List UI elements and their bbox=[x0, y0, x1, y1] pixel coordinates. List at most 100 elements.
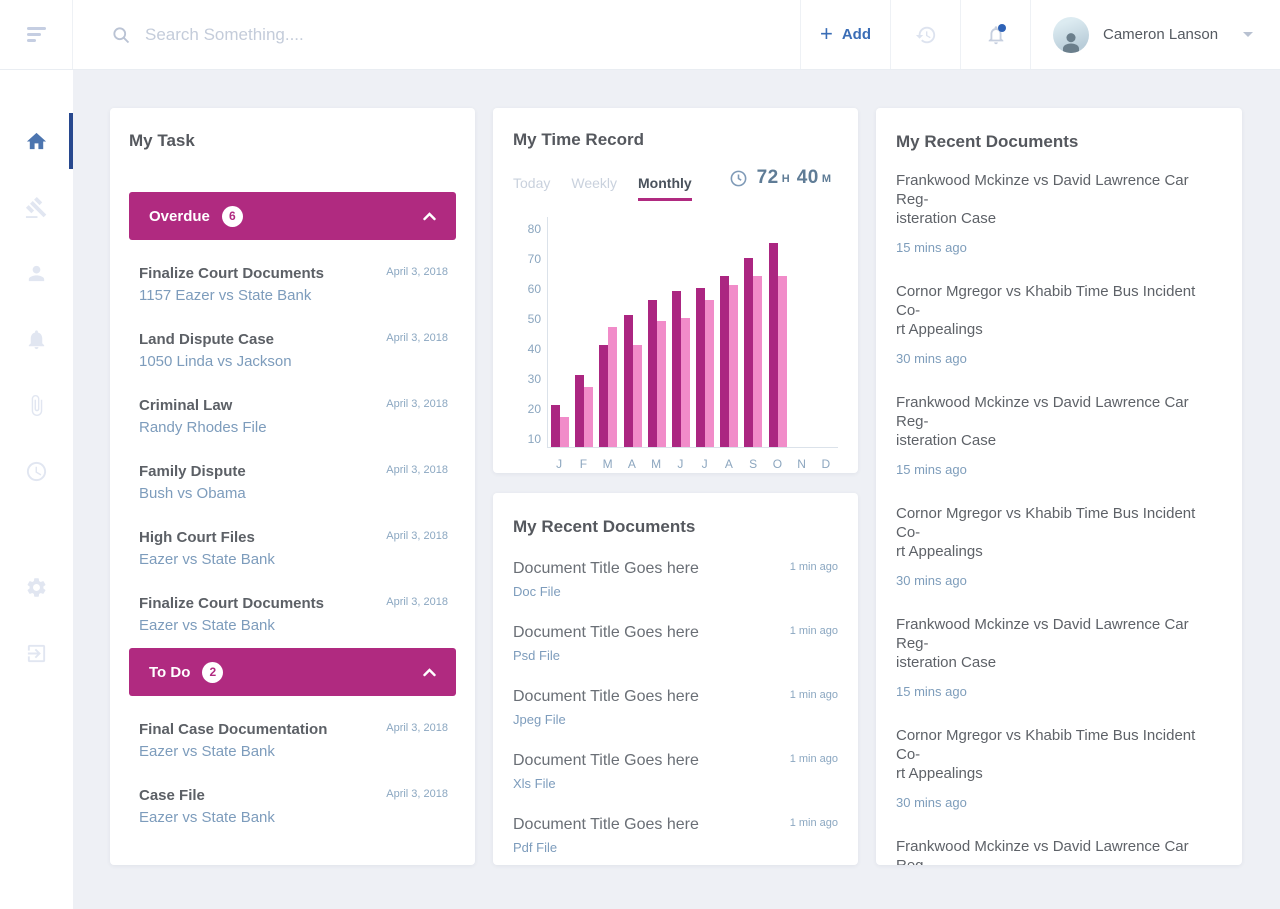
add-button[interactable]: + Add bbox=[800, 0, 890, 69]
y-tick-label: 20 bbox=[527, 401, 541, 416]
task-item[interactable]: Criminal Law April 3, 2018 Randy Rhodes Fi… bbox=[139, 382, 448, 448]
gear-icon bbox=[27, 577, 46, 597]
x-tick-label: M bbox=[602, 456, 613, 471]
task-title: Criminal Law bbox=[139, 397, 233, 414]
task-item[interactable]: Finalize Court Documents April 3, 2018 Eaz… bbox=[139, 580, 448, 646]
x-tick-label: F bbox=[579, 456, 588, 471]
case-item[interactable]: Cornor Mgregor vs Khabib Time Bus Incide… bbox=[896, 270, 1222, 381]
task-title: Finalize Court Documents bbox=[139, 265, 325, 282]
document-item[interactable]: Document Title Goes here 1 min ago Doc Fil… bbox=[513, 546, 838, 610]
gavel-icon bbox=[25, 196, 47, 218]
document-item[interactable]: Document Title Goes here 1 min ago Xls Fil… bbox=[513, 738, 838, 802]
task-item-head: Case File April 3, 2018 bbox=[139, 785, 448, 806]
main-content: My Task Overdue 6 Finalize Court Documents… bbox=[73, 70, 1280, 909]
task-item-head: Finalize Court Documents April 3, 2018 bbox=[139, 593, 448, 614]
home-icon bbox=[26, 132, 47, 149]
case-time: 30 mins ago bbox=[896, 351, 967, 366]
recent-cases-title: My Recent Documents bbox=[896, 132, 1079, 151]
plus-icon: + bbox=[819, 20, 833, 46]
hamburger-icon bbox=[26, 27, 46, 42]
document-list: Document Title Goes here 1 min ago Doc Fil… bbox=[513, 546, 838, 865]
case-item[interactable]: Frankwood Mckinze vs David Lawrence Car … bbox=[896, 159, 1222, 270]
x-tick-label: A bbox=[627, 456, 636, 471]
chart-bar-light_pink bbox=[777, 275, 787, 447]
case-time: 30 mins ago bbox=[896, 795, 967, 810]
sidebar-item-clock[interactable] bbox=[0, 443, 73, 499]
chart-bar-light_pink bbox=[753, 275, 763, 447]
task-title: Land Dispute Case bbox=[139, 331, 275, 348]
my-task-card: My Task Overdue 6 Finalize Court Documents… bbox=[110, 108, 475, 865]
profile-menu[interactable]: Cameron Lanson bbox=[1030, 0, 1280, 69]
chart-bar-dark_magenta bbox=[671, 290, 681, 447]
document-time: 1 min ago bbox=[789, 625, 838, 637]
case-item[interactable]: Cornor Mgregor vs Khabib Time Bus Incide… bbox=[896, 492, 1222, 603]
collapse-button[interactable] bbox=[423, 211, 436, 221]
chart-bar-light_pink bbox=[680, 317, 690, 447]
bell-icon bbox=[28, 329, 45, 349]
task-item[interactable]: Final Case Documentation April 3, 2018 Eaz… bbox=[139, 706, 448, 772]
case-item[interactable]: Frankwood Mckinze vs David Lawrence Car … bbox=[896, 381, 1222, 492]
document-item[interactable]: Document Title Goes here 1 min ago Jpeg Fi… bbox=[513, 674, 838, 738]
task-item[interactable]: High Court Files April 3, 2018 Eazer vs St… bbox=[139, 514, 448, 580]
task-item[interactable]: Case File April 3, 2018 Eazer vs State Ban… bbox=[139, 772, 448, 838]
section-header-overdue[interactable]: Overdue 6 bbox=[129, 192, 456, 240]
tab-today[interactable]: Today bbox=[513, 174, 551, 191]
x-tick-label: J bbox=[677, 456, 684, 471]
clock-icon bbox=[26, 461, 47, 481]
sidebar-item-user[interactable] bbox=[0, 245, 73, 301]
top-bar: + Add Cameron Lanson bbox=[0, 0, 1280, 70]
chart-month-group bbox=[596, 326, 620, 447]
document-item[interactable]: Document Title Goes here 1 min ago Psd Fil… bbox=[513, 610, 838, 674]
task-item[interactable]: Finalize Court Documents April 3, 2018 115… bbox=[139, 250, 448, 316]
sidebar-item-gavel[interactable] bbox=[0, 179, 73, 235]
task-case: 1050 Linda vs Jackson bbox=[139, 353, 292, 370]
case-title: Frankwood Mckinze vs David Lawrence Car … bbox=[896, 838, 1189, 865]
sidebar-item-logout[interactable] bbox=[0, 625, 73, 681]
y-tick-label: 10 bbox=[527, 431, 541, 446]
y-tick-label: 80 bbox=[527, 221, 541, 236]
case-item[interactable]: Frankwood Mckinze vs David Lawrence Car … bbox=[896, 603, 1222, 714]
chart-month-group bbox=[766, 242, 790, 447]
chevron-down-icon bbox=[1243, 31, 1253, 37]
history-button[interactable] bbox=[890, 0, 960, 69]
x-tick-label: M bbox=[651, 456, 662, 471]
search-input[interactable] bbox=[145, 24, 565, 45]
x-tick-label: N bbox=[797, 456, 806, 471]
section-header-to-do[interactable]: To Do 2 bbox=[129, 648, 456, 696]
minutes-value: 40 bbox=[796, 167, 819, 188]
task-date: April 3, 2018 bbox=[386, 788, 448, 800]
sidebar-item-gear[interactable] bbox=[0, 559, 73, 615]
time-total: 72 H 40 M bbox=[729, 167, 838, 189]
sidebar-item-paperclip[interactable] bbox=[0, 377, 73, 433]
case-item[interactable]: Frankwood Mckinze vs David Lawrence Car … bbox=[896, 825, 1222, 865]
minutes-unit: M bbox=[821, 173, 831, 185]
task-item[interactable]: Land Dispute Case April 3, 2018 1050 Linda… bbox=[139, 316, 448, 382]
tab-weekly[interactable]: Weekly bbox=[571, 174, 618, 191]
notifications-button[interactable] bbox=[960, 0, 1030, 69]
task-title: Case File bbox=[139, 787, 205, 804]
case-time: 15 mins ago bbox=[896, 684, 967, 699]
sidebar-item-home[interactable] bbox=[0, 113, 73, 169]
search-icon bbox=[113, 26, 130, 43]
task-date: April 3, 2018 bbox=[386, 596, 448, 608]
task-item[interactable]: Family Dispute April 3, 2018 Bush vs Obama bbox=[139, 448, 448, 514]
task-item-head: Criminal Law April 3, 2018 bbox=[139, 395, 448, 416]
menu-button[interactable] bbox=[0, 0, 73, 69]
document-title: Document Title Goes here bbox=[513, 624, 699, 641]
x-tick-label: O bbox=[772, 456, 783, 471]
chart-bar-light_pink bbox=[584, 386, 594, 447]
y-tick-label: 70 bbox=[527, 251, 541, 266]
collapse-button[interactable] bbox=[423, 667, 436, 677]
document-item[interactable]: Document Title Goes here 1 min ago Pdf Fil… bbox=[513, 802, 838, 865]
time-record-tabs: Today Weekly Monthly bbox=[513, 175, 692, 201]
recent-documents-card: My Recent Documents Document Title Goes … bbox=[493, 493, 858, 865]
task-date: April 3, 2018 bbox=[386, 464, 448, 476]
chart-bar-light_pink bbox=[632, 344, 642, 447]
sidebar-item-bell[interactable] bbox=[0, 311, 73, 367]
recent-documents-title: My Recent Documents bbox=[513, 517, 696, 536]
task-date: April 3, 2018 bbox=[386, 332, 448, 344]
document-item-head: Document Title Goes here 1 min ago bbox=[513, 558, 838, 580]
tab-monthly[interactable]: Monthly bbox=[638, 175, 692, 201]
case-item[interactable]: Cornor Mgregor vs Khabib Time Bus Incide… bbox=[896, 714, 1222, 825]
